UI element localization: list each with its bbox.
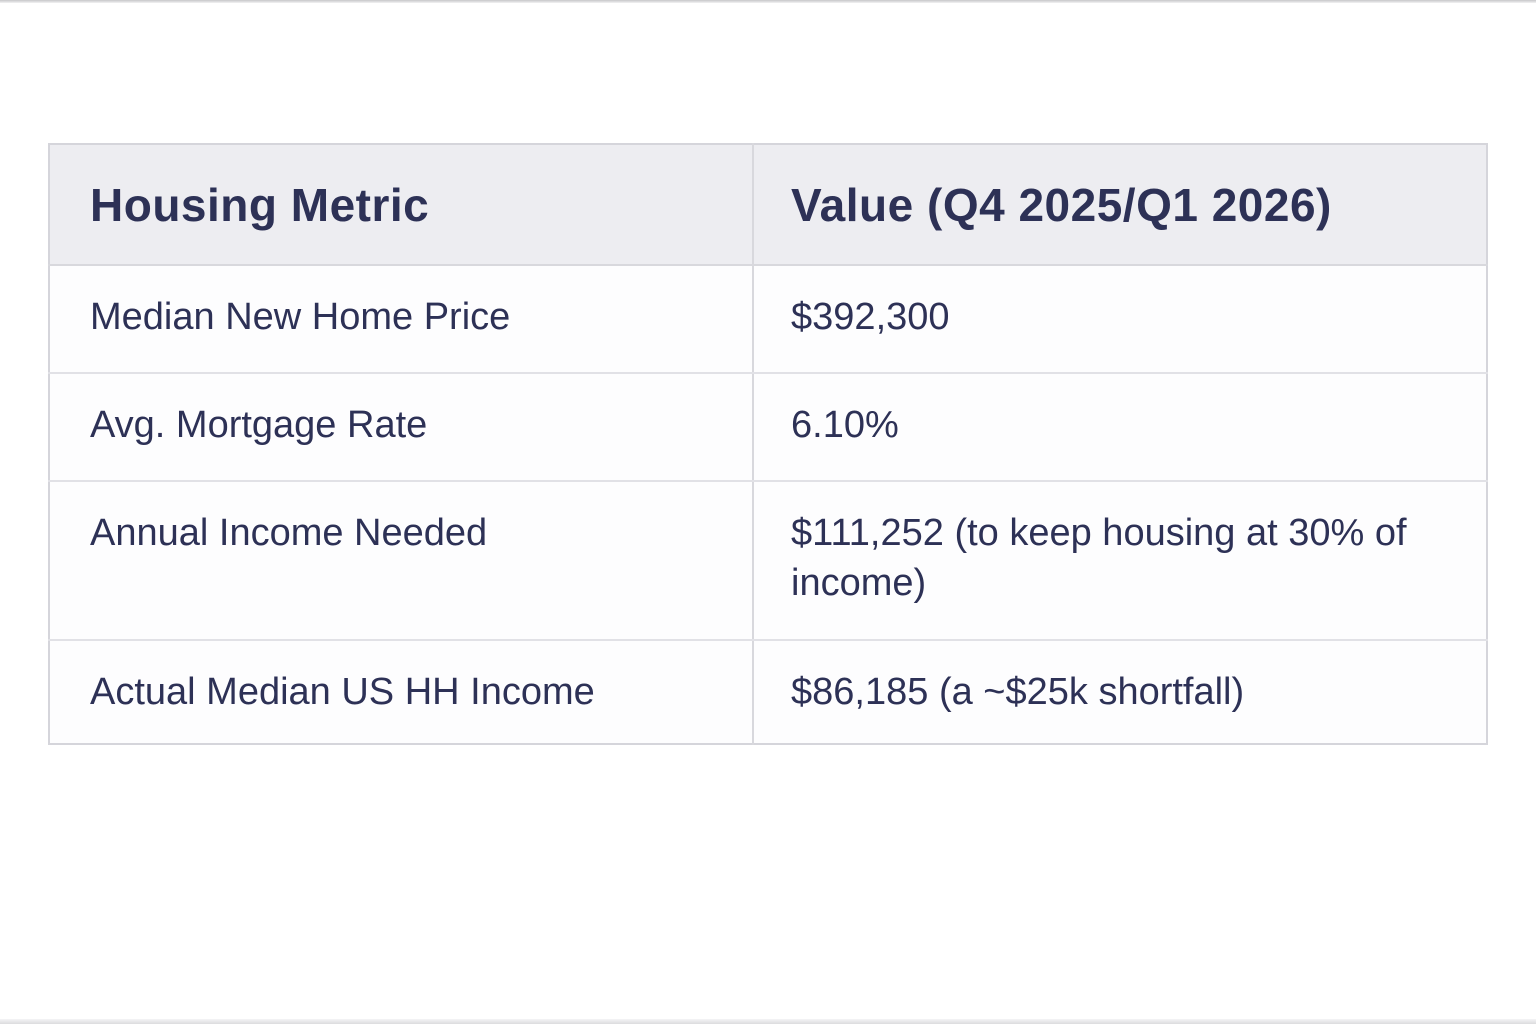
table-row: Actual Median US HH Income $86,185 (a ~$… [49, 639, 1487, 744]
metric-annual-income-needed: Annual Income Needed [49, 481, 754, 641]
page-top-divider [0, 0, 1536, 3]
table-body: Median New Home Price $392,300 Avg. Mort… [49, 265, 1487, 744]
metric-actual-median-us-hh-income: Actual Median US HH Income [49, 639, 754, 744]
value-avg-mortgage-rate: 6.10% [752, 373, 1487, 483]
header-row: Housing Metric Value (Q4 2025/Q1 2026) [49, 144, 1487, 266]
column-header-housing-metric: Housing Metric [49, 144, 754, 266]
housing-metrics-table: Housing Metric Value (Q4 2025/Q1 2026) M… [48, 143, 1488, 745]
value-actual-median-us-hh-income: $86,185 (a ~$25k shortfall) [752, 639, 1487, 744]
table-row: Median New Home Price $392,300 [49, 265, 1487, 375]
page-bottom-divider [0, 1019, 1536, 1024]
metric-median-new-home-price: Median New Home Price [49, 265, 754, 375]
table-row: Annual Income Needed $111,252 (to keep h… [49, 481, 1487, 641]
table-header: Housing Metric Value (Q4 2025/Q1 2026) [49, 144, 1487, 266]
value-annual-income-needed: $111,252 (to keep housing at 30% of inco… [752, 481, 1487, 641]
table-row: Avg. Mortgage Rate 6.10% [49, 373, 1487, 483]
value-median-new-home-price: $392,300 [752, 265, 1487, 375]
metric-avg-mortgage-rate: Avg. Mortgage Rate [49, 373, 754, 483]
column-header-value: Value (Q4 2025/Q1 2026) [752, 144, 1487, 266]
